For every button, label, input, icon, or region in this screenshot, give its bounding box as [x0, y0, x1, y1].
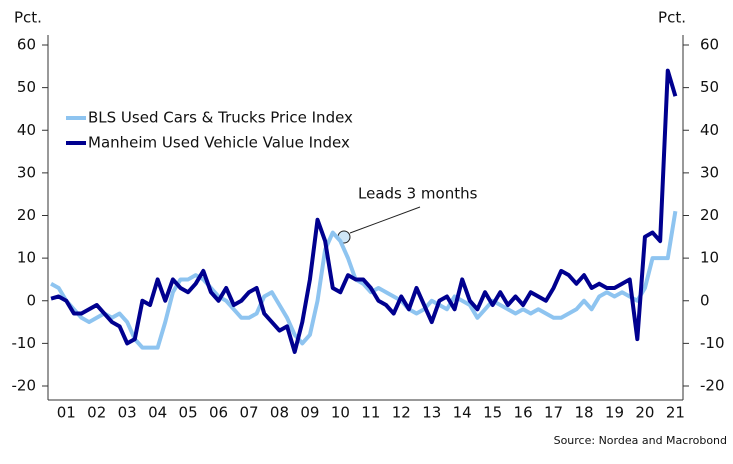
legend-label: Manheim Used Vehicle Value Index	[88, 134, 350, 152]
x-tick-label: 02	[87, 404, 106, 422]
y2-axis-label: Pct.	[658, 9, 686, 27]
annotation: Leads 3 months	[358, 185, 478, 203]
x-tick-label: 10	[331, 404, 350, 422]
x-tick-label: 16	[514, 404, 533, 422]
y2-tick-label: -10	[700, 334, 725, 352]
series-line	[50, 210, 678, 350]
x-tick-label: 04	[148, 404, 167, 422]
y-tick-label: 30	[17, 163, 36, 181]
source: Source: Nordea and Macrobond	[554, 434, 727, 447]
x-tick-label: 01	[57, 404, 76, 422]
y-tick-label: 50	[17, 78, 36, 96]
x-tick-label: 13	[422, 404, 441, 422]
legend-label: BLS Used Cars & Trucks Price Index	[88, 109, 353, 127]
y-tick-label: 40	[17, 121, 36, 139]
x-tick-label: 18	[574, 404, 593, 422]
x-tick-label: 20	[635, 404, 654, 422]
y2-tick-label: 0	[700, 291, 710, 309]
x-tick-label: 07	[239, 404, 258, 422]
y-tick-label: 20	[17, 206, 36, 224]
x-tick-label: 19	[605, 404, 624, 422]
x-tick-label: 03	[118, 404, 137, 422]
x-tick-label: 05	[179, 404, 198, 422]
y2-tick-label: 30	[700, 163, 719, 181]
y-axis-label: Pct.	[14, 9, 42, 27]
x-tick-label: 09	[300, 404, 319, 422]
y2-tick-label: 10	[700, 249, 719, 267]
x-tick-label: 11	[361, 404, 380, 422]
x-tick-label: 17	[544, 404, 563, 422]
y2-tick-label: 60	[700, 36, 719, 54]
x-tick-label: 06	[209, 404, 228, 422]
y-tick-label: 10	[17, 249, 36, 267]
x-tick-label: 21	[666, 404, 685, 422]
y-tick-label: -10	[12, 334, 37, 352]
series-line	[50, 68, 678, 354]
y2-tick-label: -20	[700, 377, 725, 395]
y2-tick-label: 40	[700, 121, 719, 139]
x-tick-label: 15	[483, 404, 502, 422]
y-tick-label: 60	[17, 36, 36, 54]
x-tick-label: 14	[453, 404, 472, 422]
y-tick-label: -20	[12, 377, 37, 395]
x-tick-label: 12	[392, 404, 411, 422]
y2-tick-label: 20	[700, 206, 719, 224]
x-tick-label: 08	[270, 404, 289, 422]
y2-tick-label: 50	[700, 78, 719, 96]
annotation-leader	[349, 206, 421, 234]
y-tick-label: 0	[26, 291, 36, 309]
